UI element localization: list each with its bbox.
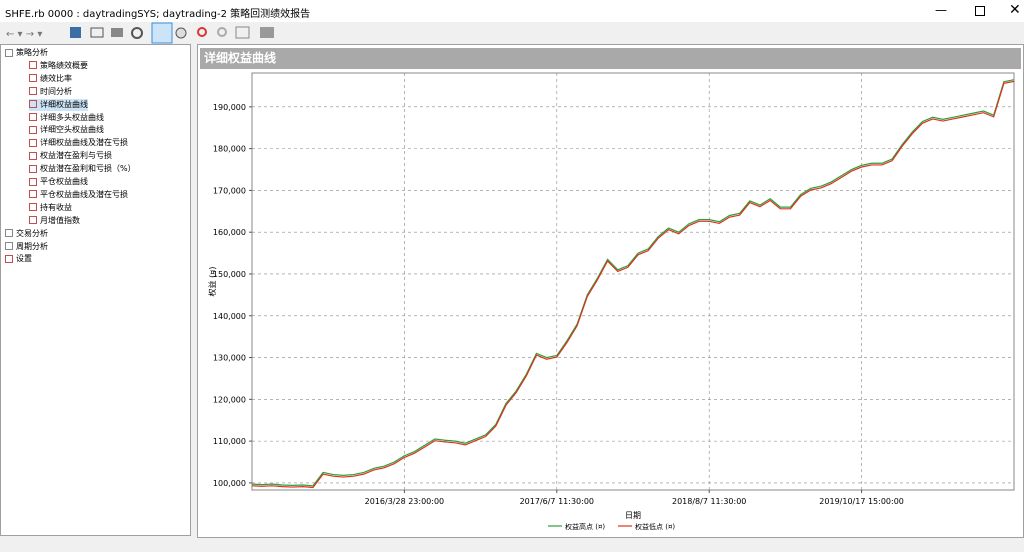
tree-node[interactable]: 策略分析: [5, 47, 48, 59]
tree-label: 月增值指数: [40, 215, 80, 225]
tree-label: 交易分析: [16, 228, 48, 238]
maximize-button[interactable]: [975, 6, 985, 16]
tree-leaf[interactable]: 权益潜在盈利和亏损（%）: [29, 163, 136, 175]
tree-icon: [29, 61, 37, 70]
back-button[interactable]: ← ▾ → ▾: [6, 29, 42, 40]
equity-line: [251, 80, 1015, 489]
tree-label: 设置: [16, 254, 32, 264]
tree-node[interactable]: 交易分析: [5, 228, 48, 240]
tree-node[interactable]: 周期分析: [5, 241, 48, 253]
tree-label: 平仓权益曲线及潜在亏损: [40, 189, 128, 199]
tree-label: 周期分析: [16, 241, 48, 251]
panel-title: 详细权益曲线: [200, 48, 1021, 69]
tree-icon: [29, 203, 37, 212]
equity-line: [251, 79, 1015, 487]
cursor-button[interactable]: [151, 22, 173, 44]
tree-label: 权益潜在盈利与亏损: [40, 151, 112, 161]
x-tick-label: 2016/3/28 23:00:00: [365, 497, 445, 506]
tree-icon: [29, 138, 37, 147]
tree-icon: [29, 164, 37, 173]
tree-icon: [29, 190, 37, 199]
tree-label: 持有收益: [40, 202, 72, 212]
tree-label: 详细空头权益曲线: [40, 125, 104, 135]
tree-icon: [29, 125, 37, 134]
y-tick-label: 120,000: [213, 395, 246, 404]
tree-leaf[interactable]: 权益潜在盈利与亏损: [29, 150, 112, 162]
report-panel: 详细权益曲线: [197, 44, 1024, 538]
close-button[interactable]: ✕: [1009, 2, 1021, 18]
y-tick-label: 160,000: [213, 228, 246, 237]
legend-label: 权益低点 (¤): [635, 522, 675, 531]
x-tick-label: 2018/8/7 11:30:00: [672, 497, 746, 506]
export-button[interactable]: [90, 27, 104, 38]
y-tick-label: 170,000: [213, 186, 246, 195]
tree-icon: [5, 242, 13, 250]
tree-label: 详细权益曲线: [40, 99, 88, 109]
tree-label: 时间分析: [40, 86, 72, 96]
tree-label: 详细多头权益曲线: [40, 112, 104, 122]
y-tick-label: 100,000: [213, 479, 246, 488]
tree-icon: [29, 74, 37, 83]
y-tick-label: 140,000: [213, 312, 246, 321]
minimize-button[interactable]: —: [935, 3, 947, 17]
chart-button[interactable]: [260, 27, 274, 38]
tree-leaf[interactable]: 平仓权益曲线: [29, 176, 88, 188]
tree-label: 策略绩效概要: [40, 60, 88, 70]
tree-icon: [29, 151, 37, 160]
tree-label: 权益潜在盈利和亏损（%）: [40, 164, 136, 174]
tree-label: 策略分析: [16, 48, 48, 57]
tree-icon: [5, 229, 13, 238]
pan-button[interactable]: [175, 27, 187, 39]
tree-icon: [29, 113, 37, 121]
save-button[interactable]: [70, 27, 81, 38]
y-tick-label: 150,000: [213, 270, 246, 279]
tree-icon: [5, 254, 13, 263]
tree-icon: [29, 100, 37, 109]
fit-button[interactable]: [235, 26, 250, 39]
legend-label: 权益高点 (¤): [565, 522, 605, 531]
y-tick-label: 110,000: [213, 437, 246, 446]
title-bar: SHFE.rb 0000 : daytradingSYS; daytrading…: [0, 0, 1024, 22]
x-tick-label: 2019/10/17 15:00:00: [819, 497, 904, 506]
tree-label: 绩效比率: [40, 73, 72, 83]
zoom-in-button[interactable]: [197, 27, 207, 37]
y-tick-label: 130,000: [213, 354, 246, 363]
tree-leaf[interactable]: 平仓权益曲线及潜在亏损: [29, 189, 128, 201]
status-bar: [0, 538, 1024, 552]
tree-icon: [29, 216, 37, 225]
tree-leaf[interactable]: 详细权益曲线及潜在亏损: [29, 137, 128, 149]
tree-leaf[interactable]: 详细空头权益曲线: [29, 124, 104, 136]
zoom-out-button[interactable]: [217, 27, 227, 37]
tree-icon: [29, 87, 37, 96]
tree-panel: 策略分析策略绩效概要 绩效比率时间分析详细权益曲线详细多头权益曲线 详细空头权益曲线…: [0, 44, 191, 536]
tree-label: 平仓权益曲线: [40, 177, 88, 186]
toolbar: ← ▾ → ▾: [6, 22, 274, 44]
tree-leaf[interactable]: 详细权益曲线: [29, 98, 88, 111]
tree-icon: [29, 177, 37, 186]
y-tick-label: 190,000: [213, 103, 246, 112]
tree-leaf[interactable]: 绩效比率: [29, 73, 72, 85]
tree-leaf[interactable]: 详细多头权益曲线: [29, 112, 104, 124]
tree-node[interactable]: 设置: [5, 253, 32, 265]
y-axis-label: 权益 (¤): [207, 267, 217, 297]
tree-leaf[interactable]: 时间分析: [29, 86, 72, 98]
window-title: SHFE.rb 0000 : daytradingSYS; daytrading…: [5, 9, 311, 20]
tree-leaf[interactable]: 策略绩效概要: [29, 60, 88, 72]
x-tick-label: 2017/6/7 11:30:00: [520, 497, 594, 506]
print-button[interactable]: [111, 28, 123, 37]
x-axis-label: 日期: [625, 511, 641, 520]
tree-leaf[interactable]: 持有收益: [29, 202, 72, 214]
tree-label: 详细权益曲线及潜在亏损: [40, 138, 128, 148]
plot-frame: [251, 72, 1015, 491]
tree-icon: [5, 48, 13, 57]
y-tick-label: 180,000: [213, 145, 246, 154]
settings-button[interactable]: [131, 27, 143, 39]
tree-leaf[interactable]: 月增值指数: [29, 215, 80, 227]
